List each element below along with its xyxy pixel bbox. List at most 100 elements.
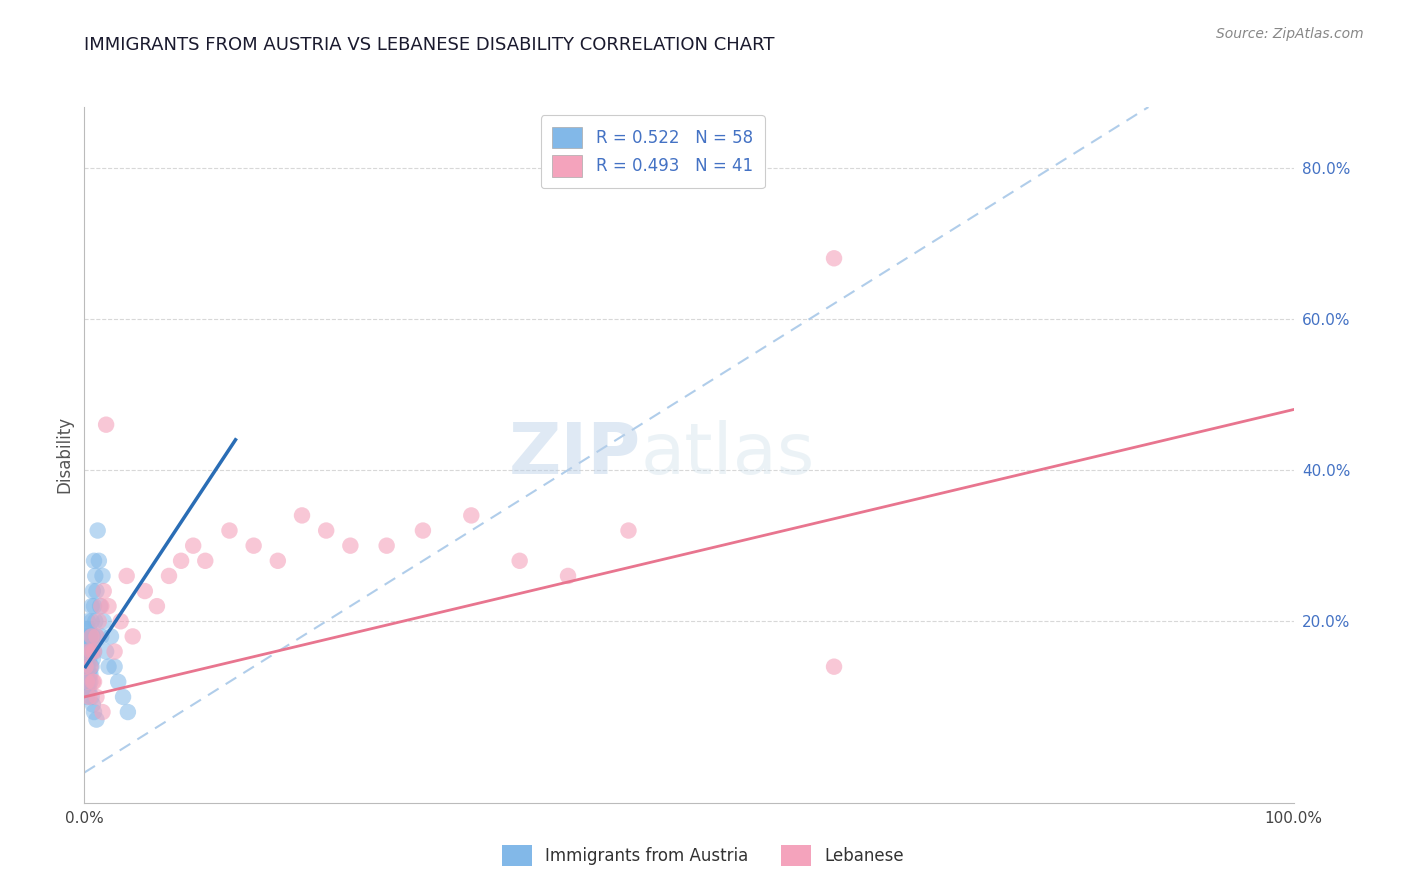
Point: [509, 554, 531, 568]
Point: [104, 644, 127, 658]
Y-axis label: Disability: Disability: [55, 417, 73, 493]
Point: [79, 674, 101, 689]
Point: [80, 615, 103, 629]
Point: [823, 252, 845, 266]
Point: [80, 599, 103, 614]
Point: [82, 652, 104, 666]
Point: [76, 637, 98, 651]
Point: [194, 554, 217, 568]
Point: [170, 554, 193, 568]
Point: [90, 629, 112, 643]
Point: [83, 705, 105, 719]
Point: [157, 569, 180, 583]
Point: [82, 698, 104, 712]
Point: [97, 599, 120, 614]
Point: [79, 659, 101, 673]
Point: [76, 690, 98, 704]
Point: [77, 659, 100, 673]
Point: [412, 524, 434, 538]
Legend: Immigrants from Austria, Lebanese: Immigrants from Austria, Lebanese: [494, 837, 912, 875]
Point: [91, 705, 114, 719]
Point: [100, 629, 122, 643]
Point: [75, 659, 97, 673]
Point: [110, 615, 132, 629]
Point: [77, 674, 100, 689]
Point: [107, 674, 129, 689]
Point: [77, 690, 100, 704]
Point: [79, 644, 101, 658]
Point: [112, 690, 135, 704]
Point: [557, 569, 579, 583]
Point: [181, 539, 204, 553]
Point: [79, 659, 101, 673]
Point: [94, 417, 117, 432]
Point: [242, 539, 264, 553]
Point: [315, 524, 337, 538]
Text: IMMIGRANTS FROM AUSTRIA VS LEBANESE DISABILITY CORRELATION CHART: IMMIGRANTS FROM AUSTRIA VS LEBANESE DISA…: [84, 36, 775, 54]
Point: [79, 667, 101, 681]
Point: [617, 524, 640, 538]
Point: [267, 554, 290, 568]
Point: [77, 674, 100, 689]
Point: [97, 659, 120, 673]
Point: [115, 569, 138, 583]
Point: [77, 637, 100, 651]
Point: [86, 690, 108, 704]
Point: [77, 629, 100, 643]
Point: [104, 659, 127, 673]
Point: [87, 554, 110, 568]
Point: [77, 652, 100, 666]
Point: [77, 682, 100, 697]
Point: [82, 584, 104, 599]
Point: [87, 615, 110, 629]
Point: [83, 644, 105, 658]
Text: atlas: atlas: [641, 420, 815, 490]
Point: [76, 622, 98, 636]
Point: [76, 674, 98, 689]
Point: [117, 705, 139, 719]
Point: [90, 599, 112, 614]
Point: [79, 629, 101, 643]
Point: [134, 584, 156, 599]
Point: [89, 599, 111, 614]
Legend: R = 0.522   N = 58, R = 0.493   N = 41: R = 0.522 N = 58, R = 0.493 N = 41: [541, 115, 765, 188]
Point: [84, 615, 107, 629]
Point: [83, 554, 105, 568]
Point: [823, 659, 845, 673]
Point: [77, 622, 100, 636]
Point: [80, 629, 103, 643]
Text: ZIP: ZIP: [509, 420, 641, 490]
Point: [86, 629, 108, 643]
Point: [80, 644, 103, 658]
Point: [83, 644, 105, 658]
Point: [80, 659, 103, 673]
Point: [83, 674, 105, 689]
Point: [77, 667, 100, 681]
Point: [460, 508, 482, 523]
Point: [76, 682, 98, 697]
Point: [80, 690, 103, 704]
Point: [218, 524, 240, 538]
Point: [86, 629, 108, 643]
Point: [82, 629, 104, 643]
Point: [91, 569, 114, 583]
Point: [80, 644, 103, 658]
Point: [146, 599, 169, 614]
Point: [75, 644, 97, 658]
Point: [291, 508, 314, 523]
Point: [121, 629, 143, 643]
Point: [86, 524, 108, 538]
Point: [86, 584, 108, 599]
Point: [84, 569, 107, 583]
Point: [77, 682, 100, 697]
Point: [77, 615, 100, 629]
Point: [76, 667, 98, 681]
Point: [86, 713, 108, 727]
Point: [76, 652, 98, 666]
Point: [93, 584, 115, 599]
Point: [375, 539, 398, 553]
Point: [75, 659, 97, 673]
Text: Source: ZipAtlas.com: Source: ZipAtlas.com: [1216, 27, 1364, 41]
Point: [93, 615, 115, 629]
Point: [82, 674, 104, 689]
